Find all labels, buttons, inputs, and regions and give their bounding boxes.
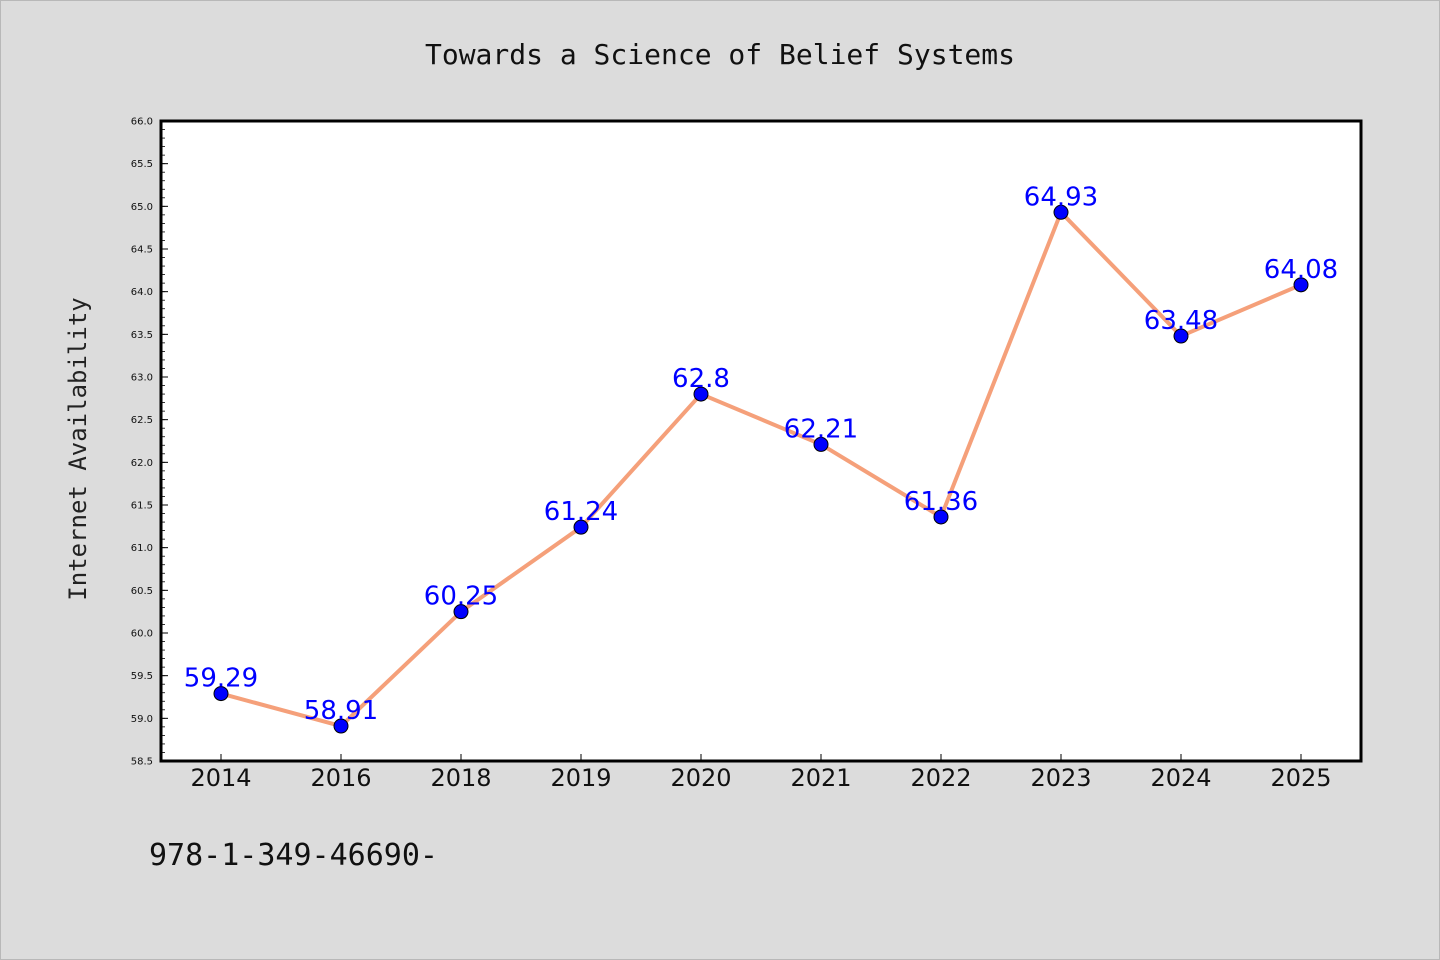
x-tick-label: 2016 — [310, 764, 371, 792]
y-tick-label: 65.5 — [131, 159, 153, 170]
y-axis: 58.5 59.0 59.5 60.0 60.5 61.0 61.5 62.0 62.5 63.0… — [131, 117, 168, 768]
data-label: 64.08 — [1264, 255, 1338, 285]
x-tick-label: 2014 — [190, 764, 251, 792]
data-point-marker — [453, 604, 469, 620]
data-label: 60.25 — [424, 582, 498, 612]
y-tick-label: 58.5 — [131, 757, 153, 768]
y-tick-label: 59.0 — [131, 714, 153, 725]
y-tick-label: 66.0 — [131, 117, 153, 128]
data-point-marker — [1053, 204, 1069, 220]
y-tick-label: 63.0 — [131, 373, 153, 384]
data-label: 61.24 — [544, 497, 618, 527]
data-point-marker — [693, 386, 709, 402]
footer-isbn-text: 978-1-349-46690- — [149, 838, 438, 873]
x-tick-label: 2022 — [910, 764, 971, 792]
y-tick-label: 64.0 — [131, 287, 153, 298]
x-tick-label: 2021 — [790, 764, 851, 792]
x-tick-label: 2018 — [430, 764, 491, 792]
y-tick-label: 61.0 — [131, 543, 153, 554]
data-point-marker — [1173, 328, 1189, 344]
y-tick-label: 64.5 — [131, 245, 153, 256]
series-layer: 59.29 58.91 60.25 61.24 62.8 62.21 61.36 64.93 6… — [184, 182, 1338, 734]
data-point-marker — [813, 436, 829, 452]
plot-area — [161, 121, 1361, 761]
data-label: 62.21 — [784, 414, 858, 444]
y-tick-label: 62.5 — [131, 415, 153, 426]
data-label: 64.93 — [1024, 182, 1098, 212]
data-label: 59.29 — [184, 664, 258, 694]
x-tick-label: 2023 — [1030, 764, 1091, 792]
y-tick-label: 61.5 — [131, 501, 153, 512]
x-tick-label: 2020 — [670, 764, 731, 792]
data-point-marker — [573, 519, 589, 535]
y-tick-label: 59.5 — [131, 671, 153, 682]
y-tick-label: 63.5 — [131, 330, 153, 341]
data-point-marker — [1293, 277, 1309, 293]
series-line — [219, 210, 1303, 729]
y-tick-label: 60.5 — [131, 586, 153, 597]
data-label: 58.91 — [304, 696, 378, 726]
data-label: 62.8 — [672, 364, 730, 394]
data-label: 63.48 — [1144, 306, 1218, 336]
plot-frame — [159, 119, 1363, 763]
data-label: 61.36 — [904, 487, 978, 517]
y-tick-label: 65.0 — [131, 202, 153, 213]
data-point-marker — [933, 509, 949, 525]
x-tick-label: 2024 — [1150, 764, 1211, 792]
y-axis-label: Internet Availability — [64, 297, 92, 600]
data-point-marker — [213, 686, 229, 702]
data-point-marker — [333, 718, 349, 734]
chart-title: Towards a Science of Belief Systems — [425, 38, 1015, 71]
x-tick-label: 2019 — [550, 764, 611, 792]
x-tick-label: 2025 — [1270, 764, 1331, 792]
y-tick-label: 60.0 — [131, 629, 153, 640]
y-tick-label: 62.0 — [131, 458, 153, 469]
x-axis: 2014 2016 2018 2019 2020 2021 2022 2023 2024 2025 — [190, 754, 1332, 792]
